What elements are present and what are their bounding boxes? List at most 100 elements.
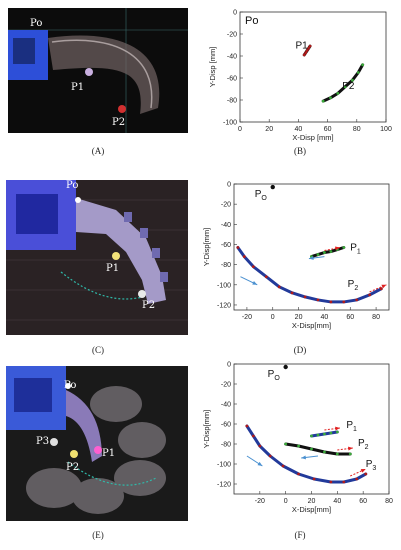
data-point <box>321 99 325 103</box>
direction-arrow-head <box>335 426 340 431</box>
y-axis-label: Y-Disp[mm] <box>202 410 211 448</box>
x-axis-label: X-Disp[mm] <box>292 321 331 330</box>
y-tick-label: -80 <box>221 262 231 269</box>
y-tick-label: -40 <box>227 54 237 61</box>
data-point <box>297 444 300 448</box>
x-tick-label: 80 <box>372 314 380 321</box>
photo-e-label-p1: P1 <box>102 448 116 459</box>
caption-b: (B) <box>294 146 306 156</box>
photo-c-illustration <box>6 180 188 335</box>
x-tick-label: 0 <box>271 314 275 321</box>
origin-label: Po <box>245 15 258 27</box>
data-point <box>290 291 294 295</box>
direction-arrow-head <box>348 446 353 451</box>
plot-frame <box>239 11 387 123</box>
x-tick-label: 60 <box>346 314 354 321</box>
annotation-main: P <box>358 438 365 449</box>
photo-a-label-p1: P1 <box>71 82 85 93</box>
data-point <box>351 78 354 82</box>
photo-e-label-p2: P2 <box>66 462 80 473</box>
x-tick-label: 80 <box>353 126 361 133</box>
annotation-main: P <box>350 243 357 254</box>
x-tick-label: 0 <box>238 126 242 133</box>
data-point <box>329 250 333 253</box>
data-point <box>342 246 346 249</box>
chart-d: -20 0 20 40 60 80 0 -20 -40 -60 -80 -100 -120 X-Disp[… <box>202 182 390 330</box>
x-tick-label: -20 <box>242 314 252 321</box>
data-point <box>277 285 281 289</box>
origin-label-main: P <box>255 189 262 200</box>
origin-label: PO <box>268 369 281 382</box>
data-point <box>281 464 285 468</box>
photo-c-label-p1: P1 <box>106 263 120 274</box>
photo-panel-e: Po P1 P2 P3 <box>6 366 188 521</box>
data-point <box>245 424 249 428</box>
x-axis-label: X-Disp[mm] <box>292 505 331 514</box>
y-tick-label: -40 <box>221 402 231 409</box>
data-point <box>364 472 368 476</box>
origin-label-main: P <box>268 369 275 380</box>
x-tick-label: 40 <box>321 314 329 321</box>
y-tick-label: -60 <box>227 76 237 83</box>
x-tick-label: 80 <box>385 498 393 505</box>
y-tick-label: -20 <box>227 32 237 39</box>
direction-arrow-head <box>301 455 306 460</box>
photo-c-label-p2: P2 <box>142 300 156 311</box>
series-track-p1 <box>310 246 346 259</box>
y-tick-label: -100 <box>217 282 231 289</box>
x-tick-label: 0 <box>284 498 288 505</box>
y-tick-label: 0 <box>227 182 231 189</box>
data-point <box>310 447 313 451</box>
photo-a-label-p2: P2 <box>112 117 126 128</box>
caption-e: (E) <box>92 530 104 540</box>
data-point <box>236 246 240 249</box>
data-point <box>251 434 255 438</box>
photo-c-label-po: Po <box>66 180 79 191</box>
data-point <box>355 298 359 302</box>
x-tick-label: 60 <box>359 498 367 505</box>
data-point <box>342 300 346 304</box>
data-point <box>329 96 332 100</box>
data-point <box>297 472 300 476</box>
y-tick-label: -80 <box>227 98 237 105</box>
series-annotation: P2 <box>342 81 355 92</box>
annotation-sub: 1 <box>357 249 361 256</box>
data-point <box>361 63 365 67</box>
data-point <box>368 293 372 297</box>
data-point <box>316 433 320 437</box>
y-tick-label: -120 <box>217 302 231 309</box>
data-point <box>329 431 333 435</box>
data-point <box>258 444 262 448</box>
y-tick-label: 0 <box>233 10 237 17</box>
y-tick-label: -60 <box>221 242 231 249</box>
annotation-sub: 2 <box>354 285 358 292</box>
direction-arrow <box>324 427 340 431</box>
data-point <box>303 295 307 299</box>
data-point <box>307 46 311 50</box>
y-tick-label: -120 <box>217 482 231 489</box>
annotation-sub: 2 <box>365 444 369 451</box>
series-track-p2 <box>236 246 383 304</box>
x-tick-label: 20 <box>265 126 273 133</box>
photo-e-label-po: Po <box>64 380 77 391</box>
origin-point <box>283 364 288 370</box>
data-point <box>316 298 320 302</box>
data-point <box>336 92 340 95</box>
annotation-main: P <box>348 279 355 290</box>
annotation-sub: 1 <box>353 426 357 433</box>
series-annotation: P1 <box>350 243 361 256</box>
x-tick-label: 40 <box>295 126 303 133</box>
direction-arrow <box>337 447 353 451</box>
data-point <box>342 480 346 484</box>
origin-label: PO <box>255 189 268 202</box>
y-axis-label: Y-Disp [mm] <box>208 47 217 88</box>
series-annotation: P3 <box>366 459 377 472</box>
direction-arrow-head <box>257 461 263 466</box>
direction-arrow-head <box>381 284 387 289</box>
data-point <box>379 287 383 291</box>
y-tick-label: -60 <box>221 422 231 429</box>
plot-frame <box>233 183 390 311</box>
y-tick-label: -40 <box>221 222 231 229</box>
data-point <box>323 251 326 254</box>
x-tick-label: 100 <box>380 126 392 133</box>
